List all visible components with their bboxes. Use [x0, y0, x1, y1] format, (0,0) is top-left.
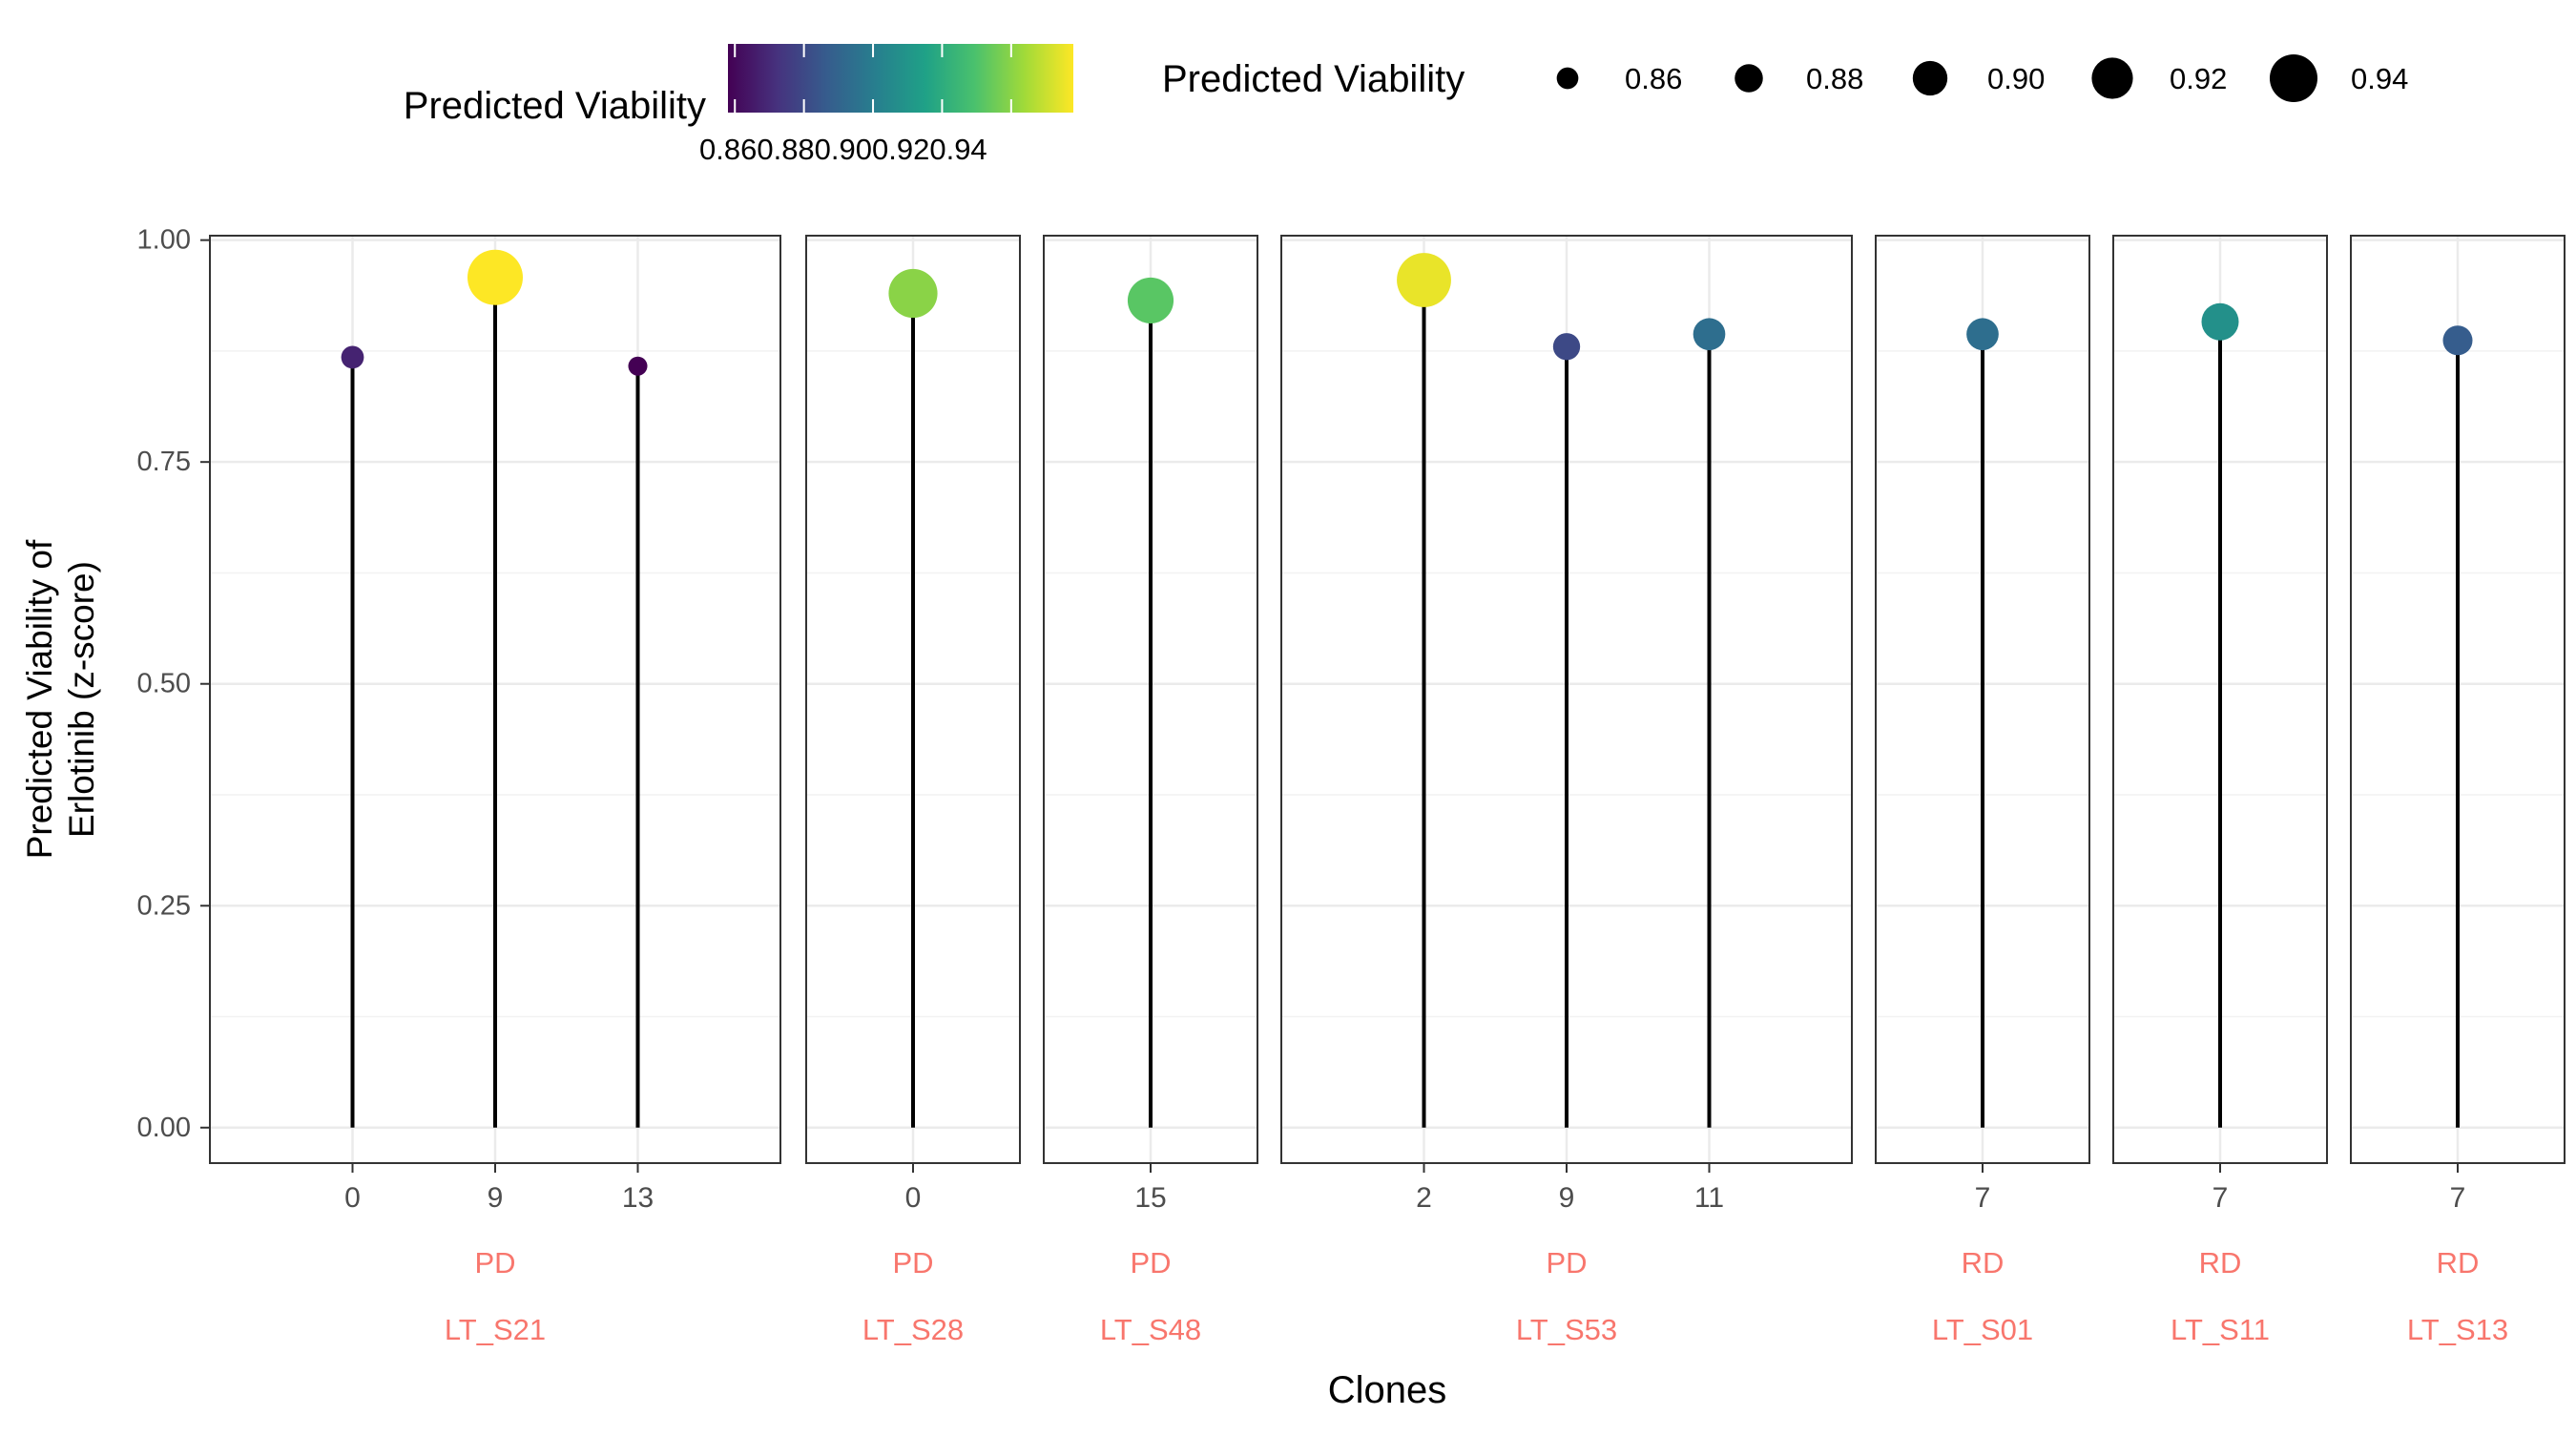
facet-panels: 0 9 13 PD LT_S21 0 PD LT_S28 15 PD LT_S48 2 9 11 PD LT_…: [209, 235, 2566, 1346]
panel-border: [1043, 235, 1258, 1164]
facet-panel-lt-s28: 0 PD LT_S28: [805, 235, 1021, 1346]
strip-label-sample: LT_S48: [1100, 1313, 1201, 1346]
lollipop-point: [1397, 253, 1451, 307]
color-legend-title: Predicted Viability: [404, 85, 706, 127]
panel-border: [805, 235, 1021, 1164]
colorbar: [728, 44, 1073, 113]
x-tick-label: 2: [1416, 1182, 1432, 1214]
y-tick-label: 0.25: [137, 890, 191, 921]
y-axis-title-line: Predicted Viability of: [20, 539, 59, 859]
size-legend-label: 0.86: [1625, 62, 1682, 95]
legend-area: Predicted Viability0.860.880.900.920.94P…: [404, 44, 2408, 166]
panel-border: [1875, 235, 2090, 1164]
strip-label-sample: LT_S13: [2407, 1313, 2508, 1346]
lollipop-point: [628, 356, 648, 376]
strip-label-sample: LT_S28: [862, 1313, 964, 1346]
facet-panel-lt-s13: 7 RD LT_S13: [2350, 235, 2566, 1346]
x-axis-title: Clones: [1328, 1369, 1447, 1411]
strip-label-response: RD: [2199, 1246, 2242, 1280]
x-tick-label: 9: [1559, 1182, 1575, 1214]
lollipop-point: [1693, 318, 1726, 351]
panel-border: [2350, 235, 2566, 1164]
y-tick-label: 0.75: [137, 447, 191, 477]
strip-label-response: RD: [1962, 1246, 2005, 1280]
size-legend-key: [2091, 57, 2133, 99]
strip-label-response: PD: [1130, 1246, 1171, 1280]
x-tick-label: 9: [488, 1182, 504, 1214]
lollipop-point: [1966, 318, 1999, 351]
size-legend-key: [1912, 60, 1948, 96]
panel-border: [209, 235, 781, 1164]
size-legend-title: Predicted Viability: [1162, 58, 1465, 100]
lollipop-point: [2201, 302, 2239, 341]
x-tick-label: 7: [1975, 1182, 1991, 1214]
y-tick-label: 0.00: [137, 1113, 191, 1143]
facet-panel-lt-s53: 2 9 11 PD LT_S53: [1280, 235, 1853, 1346]
size-legend-label: 0.94: [2351, 62, 2408, 95]
y-axis-title: Predicted Viability ofErlotinib (z-score…: [20, 539, 101, 859]
strip-label-response: PD: [474, 1246, 515, 1280]
size-legend-label: 0.92: [2170, 62, 2227, 95]
axes: 0.00 0.25 0.50 0.75 1.00 Predicted Viability …: [20, 225, 1446, 1411]
size-legend-key: [2269, 53, 2318, 103]
x-tick-label: 11: [1694, 1182, 1724, 1214]
strip-label-response: RD: [2437, 1246, 2480, 1280]
y-axis-title-line: Erlotinib (z-score): [62, 561, 101, 838]
panel-border: [1280, 235, 1853, 1164]
size-legend-key: [1735, 64, 1763, 93]
strip-label-sample: LT_S11: [2171, 1313, 2270, 1346]
panel-border: [2112, 235, 2328, 1164]
strip-label-sample: LT_S21: [445, 1313, 546, 1346]
x-tick-label: 0: [344, 1182, 361, 1214]
y-tick-label: 0.50: [137, 669, 191, 699]
lollipop-point: [467, 249, 523, 305]
facet-panel-lt-s11: 7 RD LT_S11: [2112, 235, 2328, 1346]
y-tick-label: 1.00: [137, 225, 191, 256]
size-legend-key: [1556, 67, 1579, 90]
size-legend-label: 0.88: [1806, 62, 1863, 95]
lollipop-point: [341, 345, 364, 369]
colorbar-tick-labels: 0.860.880.900.920.94: [699, 133, 987, 166]
x-tick-label: 0: [905, 1182, 922, 1214]
strip-label-response: PD: [892, 1246, 933, 1280]
lollipop-point: [1552, 333, 1581, 361]
facet-panel-lt-s21: 0 9 13 PD LT_S21: [209, 235, 781, 1346]
facet-panel-lt-s48: 15 PD LT_S48: [1043, 235, 1258, 1346]
x-tick-label: 7: [2212, 1182, 2229, 1214]
x-tick-label: 7: [2450, 1182, 2466, 1214]
x-tick-label: 13: [622, 1182, 654, 1214]
facet-panel-lt-s01: 7 RD LT_S01: [1875, 235, 2090, 1346]
strip-label-sample: LT_S53: [1516, 1313, 1617, 1346]
strip-label-sample: LT_S01: [1932, 1313, 2033, 1346]
lollipop-point: [2442, 325, 2473, 356]
lollipop-point: [888, 268, 938, 319]
size-legend-label: 0.90: [1987, 62, 2045, 95]
lollipop-point: [1127, 277, 1174, 323]
x-tick-label: 15: [1134, 1182, 1166, 1214]
strip-label-response: PD: [1546, 1246, 1587, 1280]
